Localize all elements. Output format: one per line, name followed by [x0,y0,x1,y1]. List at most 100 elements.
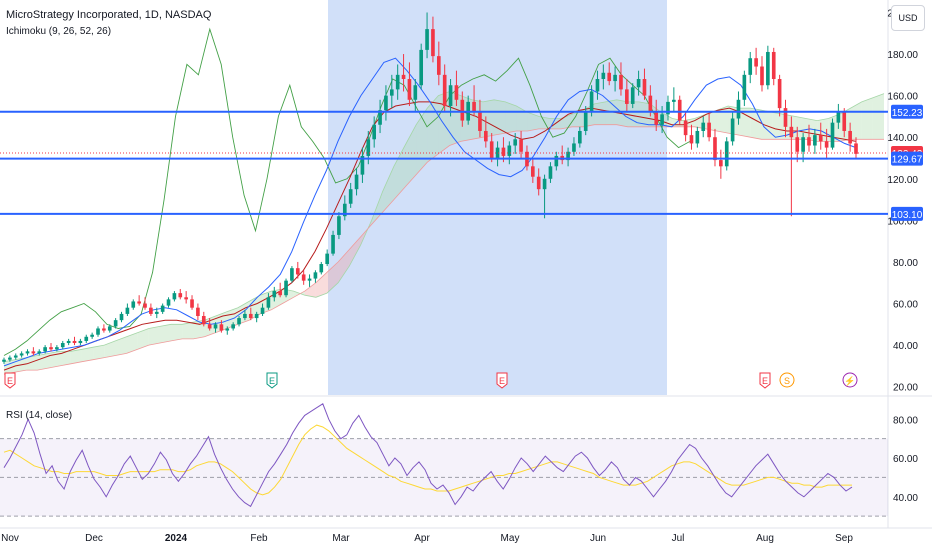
candle [766,45,770,90]
candle-body [613,74,617,82]
candle-body [519,139,523,152]
candle [248,307,253,321]
event-markers[interactable]: E E E E S ⚡ [4,372,858,389]
candle [401,54,406,92]
candle [372,116,377,148]
candle [19,351,24,358]
cloud-segment [115,336,127,356]
time-tick-label: Mar [332,533,350,544]
candle [389,74,394,109]
candle-body [536,176,541,190]
candle [625,79,629,113]
candle [824,128,829,158]
candle-body [196,307,200,316]
candle-body [489,141,494,158]
candle-body [178,293,183,298]
candle-body [507,145,512,156]
candle-body [531,166,535,177]
time-axis[interactable]: Nov Dec 2024 Feb Mar Apr May Jun Jul Aug Sep [1,533,853,544]
candle-body [754,58,758,67]
ichimoku-legend[interactable]: Ichimoku (9, 26, 52, 26) [6,26,112,37]
candle [701,116,706,138]
horizontal-levels[interactable] [0,110,888,215]
price-tick-label: 180.00 [887,50,918,61]
candle [378,99,382,134]
candle-body [707,122,711,138]
candle-body [319,264,324,273]
candle-body [842,112,847,131]
candle-body [701,122,706,131]
cloud-segment [293,291,305,298]
candle [219,320,224,333]
candle [31,347,36,356]
rsi-legend[interactable]: RSI (14, close) [6,410,73,421]
candle [601,64,606,90]
candle-body [760,66,764,86]
candle [207,318,212,331]
time-tick-label: Jul [672,533,685,544]
candle-body [578,130,582,144]
candle [754,47,758,75]
candle [695,126,700,148]
earnings-icon [496,372,508,389]
candle [730,112,735,146]
candle-body [96,328,100,335]
time-tick-label: Nov [1,533,19,544]
candle-body [360,155,365,175]
candle-body [243,313,247,319]
candle [60,340,65,350]
candle [842,108,847,138]
candle [654,99,659,131]
candle-body [777,79,782,109]
price-axis[interactable]: 20.00 40.00 60.00 80.00 100.00 120.00 140.00 16… [887,8,923,504]
currency-button[interactable]: USD [891,5,925,31]
candle [254,311,259,323]
candle [154,307,159,319]
candle [125,303,130,316]
event-glyph: S [784,376,790,386]
cloud-segment [182,322,194,339]
candle-body [454,85,459,100]
candle-body [143,303,147,308]
candle-body [301,274,306,281]
candle-body [848,130,852,144]
candle [642,68,647,100]
cloud-segment [505,101,517,134]
candle [830,118,835,150]
tenkan-line [3,57,857,367]
candle [748,51,753,84]
candle-body [378,110,382,125]
senkou-b-line [3,124,884,375]
candle-body [807,137,811,146]
candle [90,332,94,339]
rsi-ma-line [3,424,852,496]
candle-body [137,301,141,304]
candle [413,79,418,113]
candle-body [566,151,570,161]
cloud-segment [772,112,784,140]
candle-body [748,58,753,75]
candle [660,106,664,134]
cloud-segment [438,91,450,154]
candle-body [619,74,623,90]
candle-body [436,56,441,75]
cloud-segment [494,99,506,136]
candle-body [2,359,6,362]
dividend-icon [779,372,795,388]
candle-body [413,85,418,100]
candle [448,79,453,117]
candle-body [689,135,694,144]
candle-body [55,347,59,350]
candle [290,266,294,283]
candle [237,316,241,327]
candle-body [783,108,788,127]
candle-body [730,118,735,142]
candle-body [501,147,506,156]
cloud-segment [527,112,539,131]
rsi-pane [0,403,888,517]
price-tick-label: 160.00 [887,92,918,103]
candle [683,112,688,142]
candle [178,288,183,300]
candle-body [107,326,112,331]
